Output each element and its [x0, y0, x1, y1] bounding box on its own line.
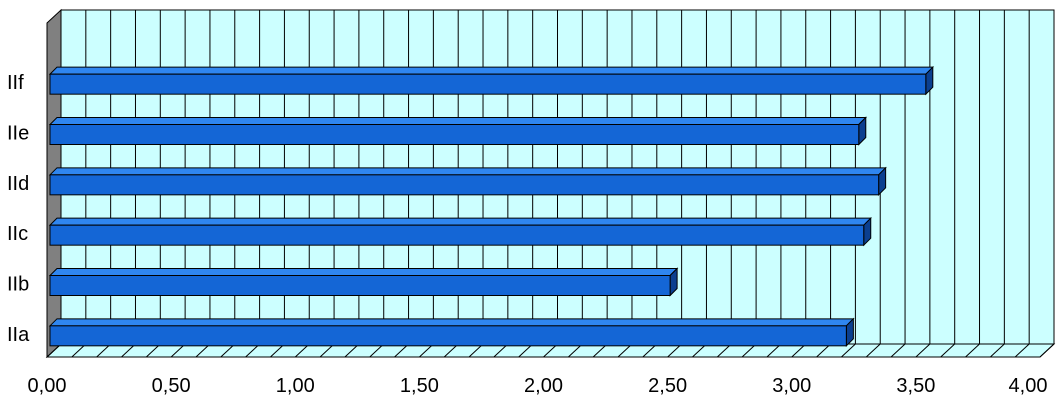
x-tick-label: 0,00	[28, 375, 67, 397]
x-tick-label: 4,00	[1009, 375, 1048, 397]
bar-front-face	[49, 73, 927, 95]
x-tick-label: 3,50	[896, 375, 935, 397]
bar	[48, 317, 855, 348]
bar-front-face	[49, 275, 671, 296]
x-tick-label: 1,50	[400, 375, 439, 397]
floor-gridline	[1039, 343, 1055, 358]
x-tick-label: 2,00	[524, 375, 563, 397]
bar-top-face	[48, 117, 867, 125]
y-tick-label: IIc	[7, 223, 28, 245]
y-tick-label: IIb	[7, 274, 29, 296]
bar-top-face	[48, 66, 935, 75]
x-tick-label: 2,50	[648, 375, 687, 397]
floor-gridline	[965, 343, 980, 358]
y-tick-label: IIf	[7, 72, 24, 94]
x-tick-label: 1,00	[276, 375, 315, 397]
bar-front-face	[49, 174, 880, 196]
bar-top-face	[48, 318, 855, 327]
floor-gridline	[890, 343, 906, 358]
y-tick-label: IIa	[7, 324, 30, 346]
bars	[48, 65, 935, 348]
bar-top-face	[48, 268, 679, 276]
bar	[48, 216, 872, 247]
x-tick-label: 3,00	[772, 375, 811, 397]
bar-top-face	[48, 167, 887, 176]
bar-front-face	[49, 325, 847, 347]
bar	[48, 267, 679, 297]
y-tick-label: IId	[7, 173, 29, 195]
bar	[48, 116, 867, 146]
bar	[48, 166, 887, 197]
y-tick-label: IIe	[7, 123, 29, 145]
floor-gridline	[865, 343, 881, 358]
floor-gridline	[915, 343, 931, 358]
bar	[48, 65, 935, 96]
x-axis-tick-labels: 0,00 0,50 1,00 1,50 2,00 2,50 3,00 3,50 4,00	[28, 375, 1048, 397]
bar-front-face	[49, 224, 865, 246]
floor-gridline	[940, 343, 956, 358]
floor-gridline	[841, 343, 856, 358]
x-tick-label: 0,50	[152, 375, 191, 397]
bar-front-face	[49, 124, 860, 145]
y-axis-category-labels: IIa IIb IIc IId IIe IIf	[7, 72, 30, 346]
floor-gridline	[990, 343, 1005, 358]
bar-top-face	[48, 217, 872, 226]
floor-gridline	[1014, 343, 1030, 358]
